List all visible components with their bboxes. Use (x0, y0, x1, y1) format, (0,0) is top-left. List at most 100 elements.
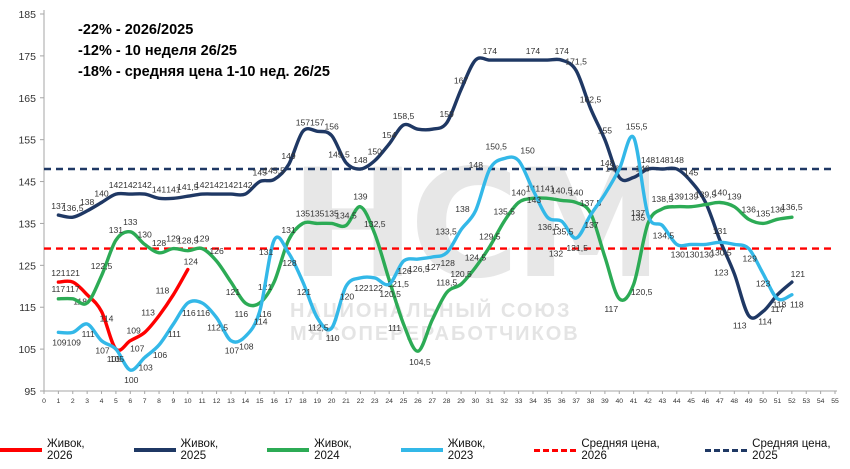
data-point-label: 142 (224, 180, 239, 190)
x-axis-tick-label: 1 (56, 398, 60, 405)
data-point-label: 174 (483, 46, 498, 56)
data-point-label: 146 (605, 163, 620, 173)
x-axis-tick-label: 45 (687, 398, 695, 405)
y-axis-tick-label: 105 (18, 344, 36, 356)
data-point-label: 148 (670, 155, 685, 165)
x-axis-tick-label: 7 (143, 398, 147, 405)
legend-item-label: Живок, 2026 (46, 438, 85, 462)
x-axis-tick-label: 29 (457, 398, 465, 405)
data-point-label: 159 (440, 109, 455, 119)
data-point-label: 116 (258, 309, 272, 319)
x-axis-tick-label: 24 (385, 398, 393, 405)
data-point-label: 116 (196, 308, 210, 318)
data-point-label: 129,5 (479, 231, 501, 241)
data-point-label: 112,5 (207, 323, 228, 333)
data-point-label: 129 (195, 234, 210, 244)
data-point-label: 162,5 (580, 94, 602, 104)
data-point-label: 146 (635, 163, 650, 173)
x-axis-tick-label: 27 (429, 398, 437, 405)
data-point-label: 121 (297, 287, 312, 297)
data-point-label: 148 (600, 158, 615, 168)
data-point-label: 111 (82, 329, 95, 339)
legend-item-label: Средняя цена, 2025 (752, 438, 831, 462)
legend-item-средняя-цена-2025: Средняя цена, 2025 (705, 438, 850, 462)
avg-line-label: 132 (549, 249, 564, 259)
legend-item-label: Средняя цена, 2026 (581, 438, 660, 462)
annotation-block: -22% - 2026/2025 -12% - 10 неделя 26/25 … (78, 20, 330, 83)
data-point-label: 106 (153, 350, 168, 360)
x-axis-tick-label: 4 (100, 398, 104, 405)
x-axis-tick-label: 37 (572, 398, 580, 405)
data-point-label: 118 (156, 286, 170, 296)
data-point-label: 112,5 (308, 323, 329, 333)
data-point-label: 120,5 (631, 287, 653, 297)
data-point-label: 149 (281, 151, 296, 161)
legend-dashed-line-swatch (534, 448, 577, 452)
data-point-label: 148 (655, 155, 670, 165)
data-point-label: 136 (770, 204, 785, 214)
data-point-label: 140 (94, 189, 109, 199)
data-point-label: 103 (139, 362, 154, 372)
x-axis-tick-label: 54 (817, 398, 825, 405)
x-axis-tick-label: 30 (472, 398, 480, 405)
data-point-label: 140 (713, 188, 728, 198)
legend-item-label: Живок, 2023 (447, 438, 486, 462)
data-point-label: 141,5 (177, 182, 199, 192)
data-point-label: 126 (397, 266, 412, 276)
data-point-label: 108 (239, 342, 254, 352)
x-axis-tick-label: 28 (443, 398, 451, 405)
legend-item-живок-2024: Живок, 2024 (267, 438, 375, 462)
data-point-label: 141 (166, 184, 181, 194)
data-point-label: 139 (670, 192, 685, 202)
x-axis-tick-label: 14 (242, 398, 250, 405)
data-point-label: 139 (684, 192, 699, 202)
data-point-label: 126 (209, 246, 224, 256)
data-point-label: 171,5 (565, 57, 587, 67)
x-axis-tick-label: 15 (256, 398, 264, 405)
x-axis-tick-label: 26 (414, 398, 422, 405)
data-point-label: 157 (310, 117, 325, 127)
data-point-label: 104,5 (409, 357, 431, 367)
legend-dashed-line-swatch (705, 448, 748, 452)
data-point-label: 131 (281, 225, 296, 235)
x-axis-tick-label: 9 (172, 398, 176, 405)
data-point-label: 121 (51, 268, 66, 278)
data-point-label: 167 (454, 75, 469, 85)
x-axis-tick-label: 2 (71, 398, 75, 405)
data-point-label: 113 (733, 321, 747, 331)
x-axis-tick-label: 22 (357, 398, 365, 405)
data-point-label: 136,5 (781, 202, 803, 212)
data-point-label: 142 (195, 180, 210, 190)
data-point-label: 131 (109, 225, 124, 235)
x-axis-tick-label: 8 (157, 398, 161, 405)
legend-line-swatch (133, 448, 176, 452)
x-axis-tick-label: 23 (371, 398, 379, 405)
data-point-label: 111 (168, 329, 181, 339)
x-axis-tick-label: 46 (702, 398, 710, 405)
legend-item-label: Живок, 2024 (314, 438, 352, 462)
data-point-label: 118 (790, 300, 804, 310)
data-point-label: 137 (51, 201, 66, 211)
data-point-label: 139 (727, 192, 742, 202)
legend-item-живок-2025: Живок, 2025 (133, 438, 242, 462)
data-point-label: 140 (569, 188, 584, 198)
annotation-line-3: -18% - средняя цена 1-10 нед. 26/25 (78, 64, 330, 81)
data-point-label: 142 (123, 180, 138, 190)
data-point-label: 155 (598, 126, 613, 136)
data-point-label: 117 (604, 304, 618, 314)
data-point-label: 107 (225, 346, 240, 356)
data-point-label: 128 (282, 258, 297, 268)
y-axis-tick-label: 115 (19, 302, 36, 314)
data-point-label: 156 (324, 121, 339, 131)
data-point-label: 121,5 (387, 279, 409, 289)
data-point-label: 148 (469, 160, 484, 170)
data-point-label: 140,5 (551, 185, 573, 195)
x-axis-tick-label: 36 (558, 398, 566, 405)
x-axis-tick-label: 10 (184, 398, 192, 405)
data-point-label: 117 (771, 304, 785, 314)
y-axis-tick-label: 95 (24, 386, 36, 398)
data-point-label: 123 (714, 268, 729, 278)
